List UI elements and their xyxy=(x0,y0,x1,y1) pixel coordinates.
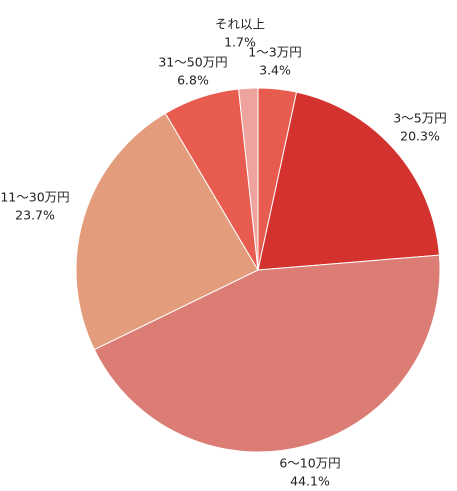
slice-label: 1〜3万円 xyxy=(248,45,301,60)
pie-slice xyxy=(257,91,440,271)
slice-value-label: 44.1% xyxy=(290,474,330,489)
slice-label: それ以上 xyxy=(215,17,265,32)
slice-value-label: 3.4% xyxy=(259,63,291,78)
slice-value-label: 23.7% xyxy=(15,208,55,223)
slice-label: 31〜50万円 xyxy=(158,55,227,70)
pie-slice xyxy=(75,112,259,351)
pie-slice xyxy=(238,87,259,271)
slice-label: 6〜10万円 xyxy=(279,456,340,471)
slice-value-label: 6.8% xyxy=(177,73,209,88)
slice-value-label: 20.3% xyxy=(400,129,440,144)
slice-label: 11〜30万円 xyxy=(0,190,69,205)
slice-label: 3〜5万円 xyxy=(393,111,446,126)
pie-slice xyxy=(93,254,441,453)
slice-value-label: 1.7% xyxy=(224,35,256,50)
